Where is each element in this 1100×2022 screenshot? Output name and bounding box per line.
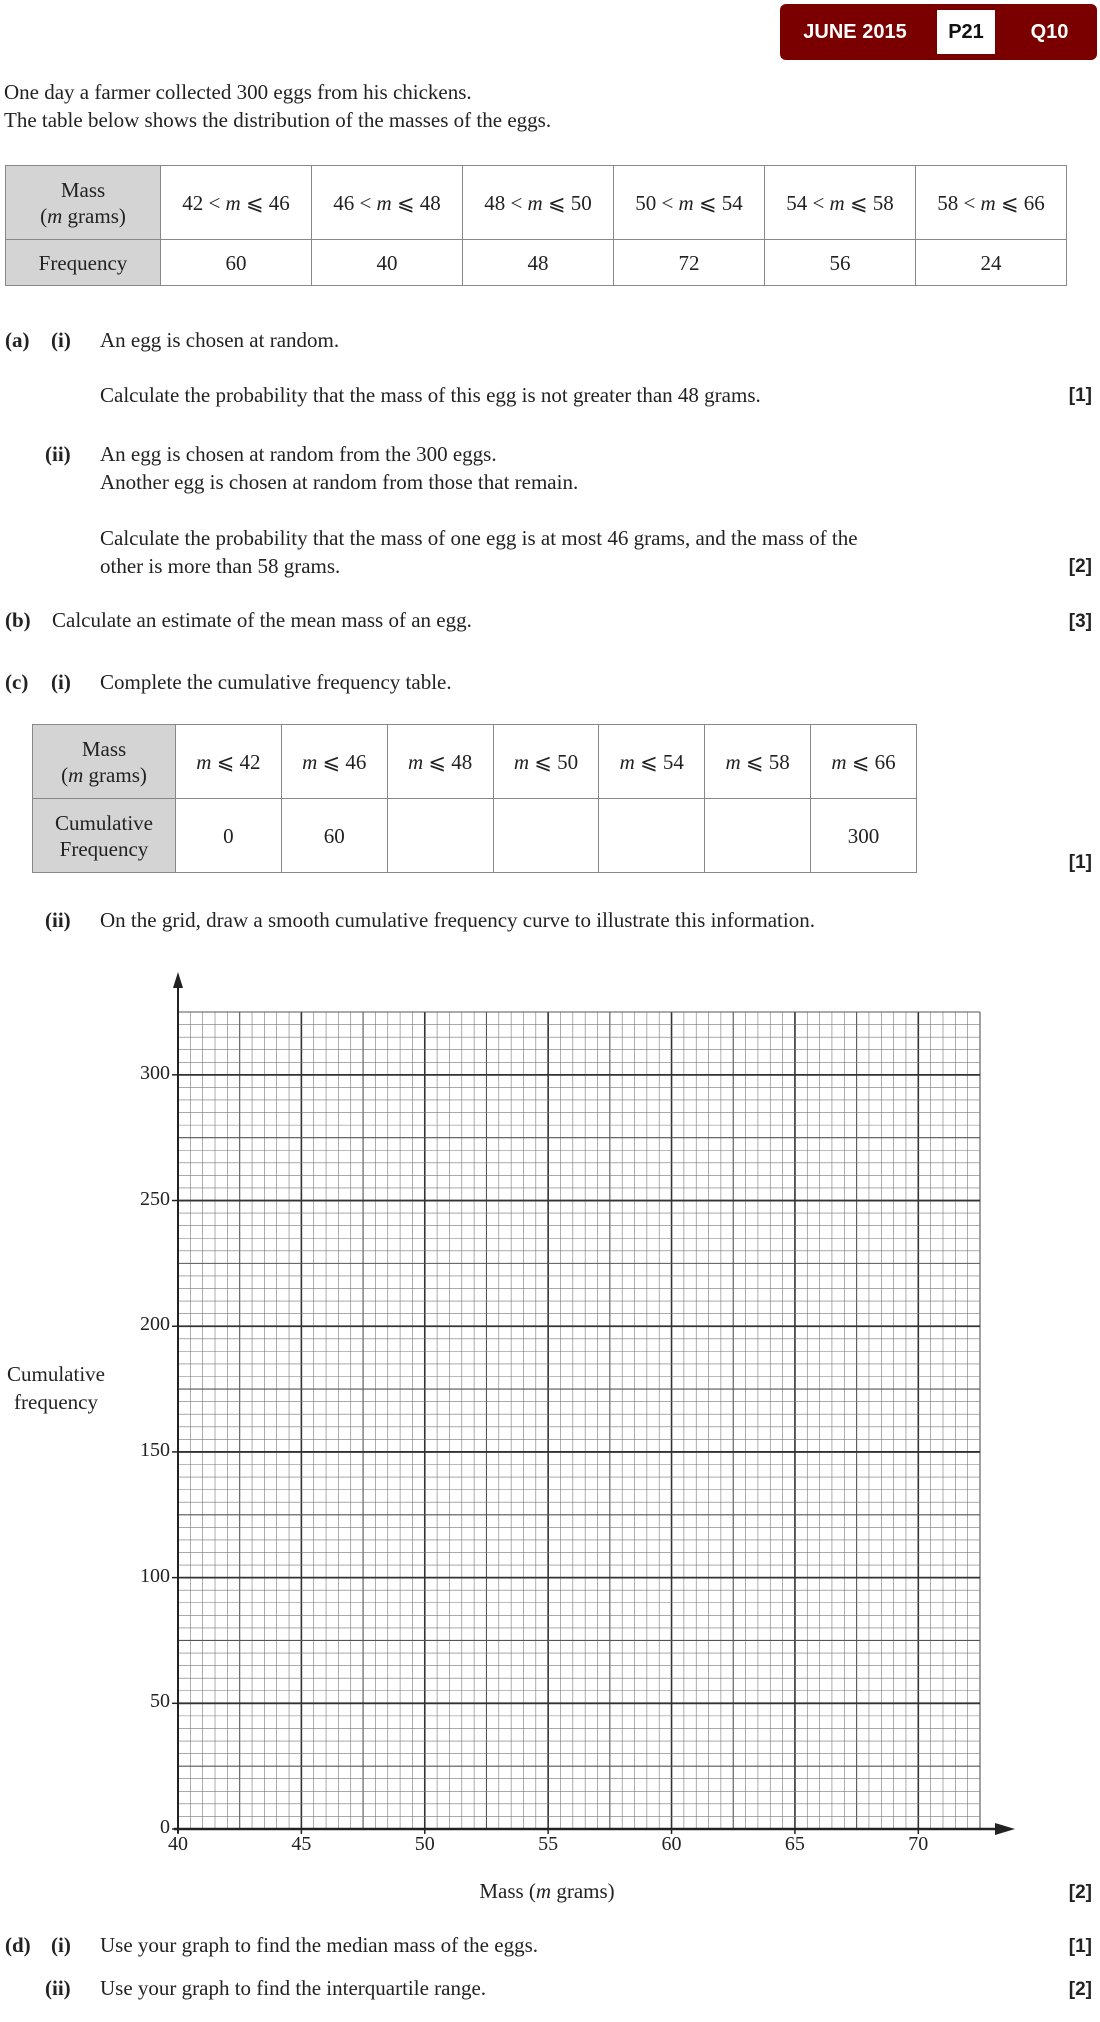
x-tick-label: 65 xyxy=(784,1833,805,1855)
frequency-cell: 40 xyxy=(311,239,463,286)
marks-a-i: [1] xyxy=(1068,385,1092,406)
mass-header: Mass (m grams) xyxy=(5,165,161,240)
bound-cell: m ⩽ 46 xyxy=(280,724,388,799)
paper-label: P21 xyxy=(937,10,995,54)
frequency-cell: 72 xyxy=(613,239,765,286)
x-tick-label: 40 xyxy=(168,1833,188,1855)
x-tick-label: 60 xyxy=(661,1833,682,1855)
part-d-label: (d) xyxy=(5,1933,31,1957)
y-tick-label: 150 xyxy=(140,1438,170,1461)
part-d-i-text: Use your graph to find the median mass o… xyxy=(100,1933,538,1957)
marks-b: [3] xyxy=(1068,611,1092,632)
marks-c-ii: [2] xyxy=(1068,1882,1092,1903)
y-tick-label: 0 xyxy=(160,1816,170,1838)
x-tick-label: 50 xyxy=(414,1833,435,1855)
y-axis-arrow-icon xyxy=(173,972,183,988)
bound-cell: m ⩽ 58 xyxy=(704,724,812,799)
bound-cell: m ⩽ 42 xyxy=(175,724,282,799)
frequency-cell: 24 xyxy=(915,239,1067,286)
class-cell: 58 < m ⩽ 66 xyxy=(915,165,1067,240)
class-cell: 50 < m ⩽ 54 xyxy=(613,165,765,240)
y-tick-label: 100 xyxy=(140,1564,170,1587)
part-a-ii-text-3: Calculate the probability that the mass … xyxy=(100,526,858,550)
part-b-label: (b) xyxy=(5,608,31,632)
frequency-cell: 60 xyxy=(160,239,312,286)
part-c-i-text: Complete the cumulative frequency table. xyxy=(100,670,452,694)
part-d-ii-text: Use your graph to find the interquartile… xyxy=(100,1976,487,2000)
question-number: Q10 xyxy=(1030,21,1069,43)
part-d-ii-label: (ii) xyxy=(45,1976,71,2000)
class-cell: 54 < m ⩽ 58 xyxy=(764,165,916,240)
x-axis-arrow-icon xyxy=(995,1823,1015,1835)
part-a-i-text: An egg is chosen at random. xyxy=(100,328,340,352)
part-a-ii-text-1: An egg is chosen at random from the 300 … xyxy=(100,442,497,466)
part-c-label: (c) xyxy=(5,670,29,694)
cf-value-cell: 60 xyxy=(280,798,388,873)
frequency-cell: 48 xyxy=(462,239,614,286)
y-tick-label: 50 xyxy=(150,1690,170,1713)
class-cell: 42 < m ⩽ 46 xyxy=(160,165,312,240)
marks-c-i: [1] xyxy=(1068,852,1092,873)
y-tick-label: 250 xyxy=(140,1187,170,1210)
part-d-i-label: (i) xyxy=(51,1933,71,1957)
cf-answer-cell[interactable] xyxy=(598,798,706,873)
cf-answer-cell[interactable] xyxy=(492,798,600,873)
part-c-ii-label: (ii) xyxy=(45,908,71,932)
part-a-label: (a) xyxy=(5,328,30,352)
part-b-text: Calculate an estimate of the mean mass o… xyxy=(52,608,472,632)
y-axis-label: Cumulative frequency xyxy=(7,1362,105,1414)
part-c-ii-text: On the grid, draw a smooth cumulative fr… xyxy=(100,908,815,932)
x-tick-label: 45 xyxy=(291,1833,312,1855)
part-a-ii-text-4: other is more than 58 grams. xyxy=(100,554,341,578)
y-tick-label: 300 xyxy=(140,1061,170,1084)
part-a-i-instruction: Calculate the probability that the mass … xyxy=(100,383,761,407)
intro-line-2: The table below shows the distribution o… xyxy=(4,108,552,132)
y-tick-label: 200 xyxy=(140,1313,170,1336)
cumulative-frequency-table: Mass (m grams) m ⩽ 42 m ⩽ 46 m ⩽ 48 m ⩽ 5… xyxy=(32,724,917,873)
bound-cell: m ⩽ 48 xyxy=(386,724,494,799)
marks-d-i: [1] xyxy=(1068,1936,1092,1957)
bound-cell: m ⩽ 66 xyxy=(810,724,917,799)
part-a-ii-label: (ii) xyxy=(45,442,71,466)
x-tick-label: 70 xyxy=(908,1833,929,1855)
marks-d-ii: [2] xyxy=(1068,1979,1092,2000)
session-label: JUNE 2015 xyxy=(803,21,907,43)
cf-answer-cell[interactable] xyxy=(386,798,494,873)
bound-cell: m ⩽ 50 xyxy=(492,724,600,799)
cf-value-cell: 300 xyxy=(810,798,917,873)
frequency-header: Frequency xyxy=(5,239,161,286)
class-cell: 48 < m ⩽ 50 xyxy=(462,165,614,240)
cf-answer-cell[interactable] xyxy=(704,798,812,873)
intro-line-1: One day a farmer collected 300 eggs from… xyxy=(4,80,472,104)
cf-value-cell: 0 xyxy=(175,798,282,873)
part-c-i-label: (i) xyxy=(51,670,71,694)
question-badge: JUNE 2015 P21 Q10 xyxy=(780,4,1097,60)
x-axis-label: Mass (m grams) xyxy=(479,1879,615,1903)
x-tick-label: 55 xyxy=(538,1833,559,1855)
cumulative-frequency-header: Cumulative Frequency xyxy=(32,798,176,873)
part-a-i-label: (i) xyxy=(51,328,71,352)
frequency-table: Mass (m grams) 42 < m ⩽ 46 46 < m ⩽ 48 48… xyxy=(5,165,1067,286)
part-a-ii-text-2: Another egg is chosen at random from tho… xyxy=(100,470,579,494)
marks-a-ii: [2] xyxy=(1068,556,1092,577)
frequency-cell: 56 xyxy=(764,239,916,286)
